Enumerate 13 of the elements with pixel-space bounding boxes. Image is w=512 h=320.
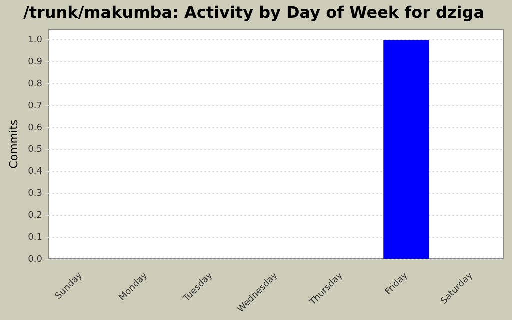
- y-tick-label: 0.3: [28, 189, 43, 200]
- y-tick-label: 0.9: [28, 57, 43, 68]
- y-tick-label: 1.0: [28, 36, 43, 46]
- y-tick-label: 0.5: [28, 145, 43, 156]
- y-axis-title: Commits: [7, 120, 20, 169]
- chart-title: /trunk/makumba: Activity by Day of Week for dziga: [23, 2, 485, 22]
- y-tick-label: 0.4: [28, 167, 43, 178]
- y-tick-label: 0.7: [28, 101, 43, 112]
- y-tick-label: 0.6: [28, 123, 43, 134]
- y-tick-label: 0.8: [28, 79, 43, 90]
- y-tick-label: 0.1: [28, 232, 43, 243]
- y-tick-label: 0.2: [28, 210, 43, 221]
- y-tick-label: 0.0: [28, 254, 43, 265]
